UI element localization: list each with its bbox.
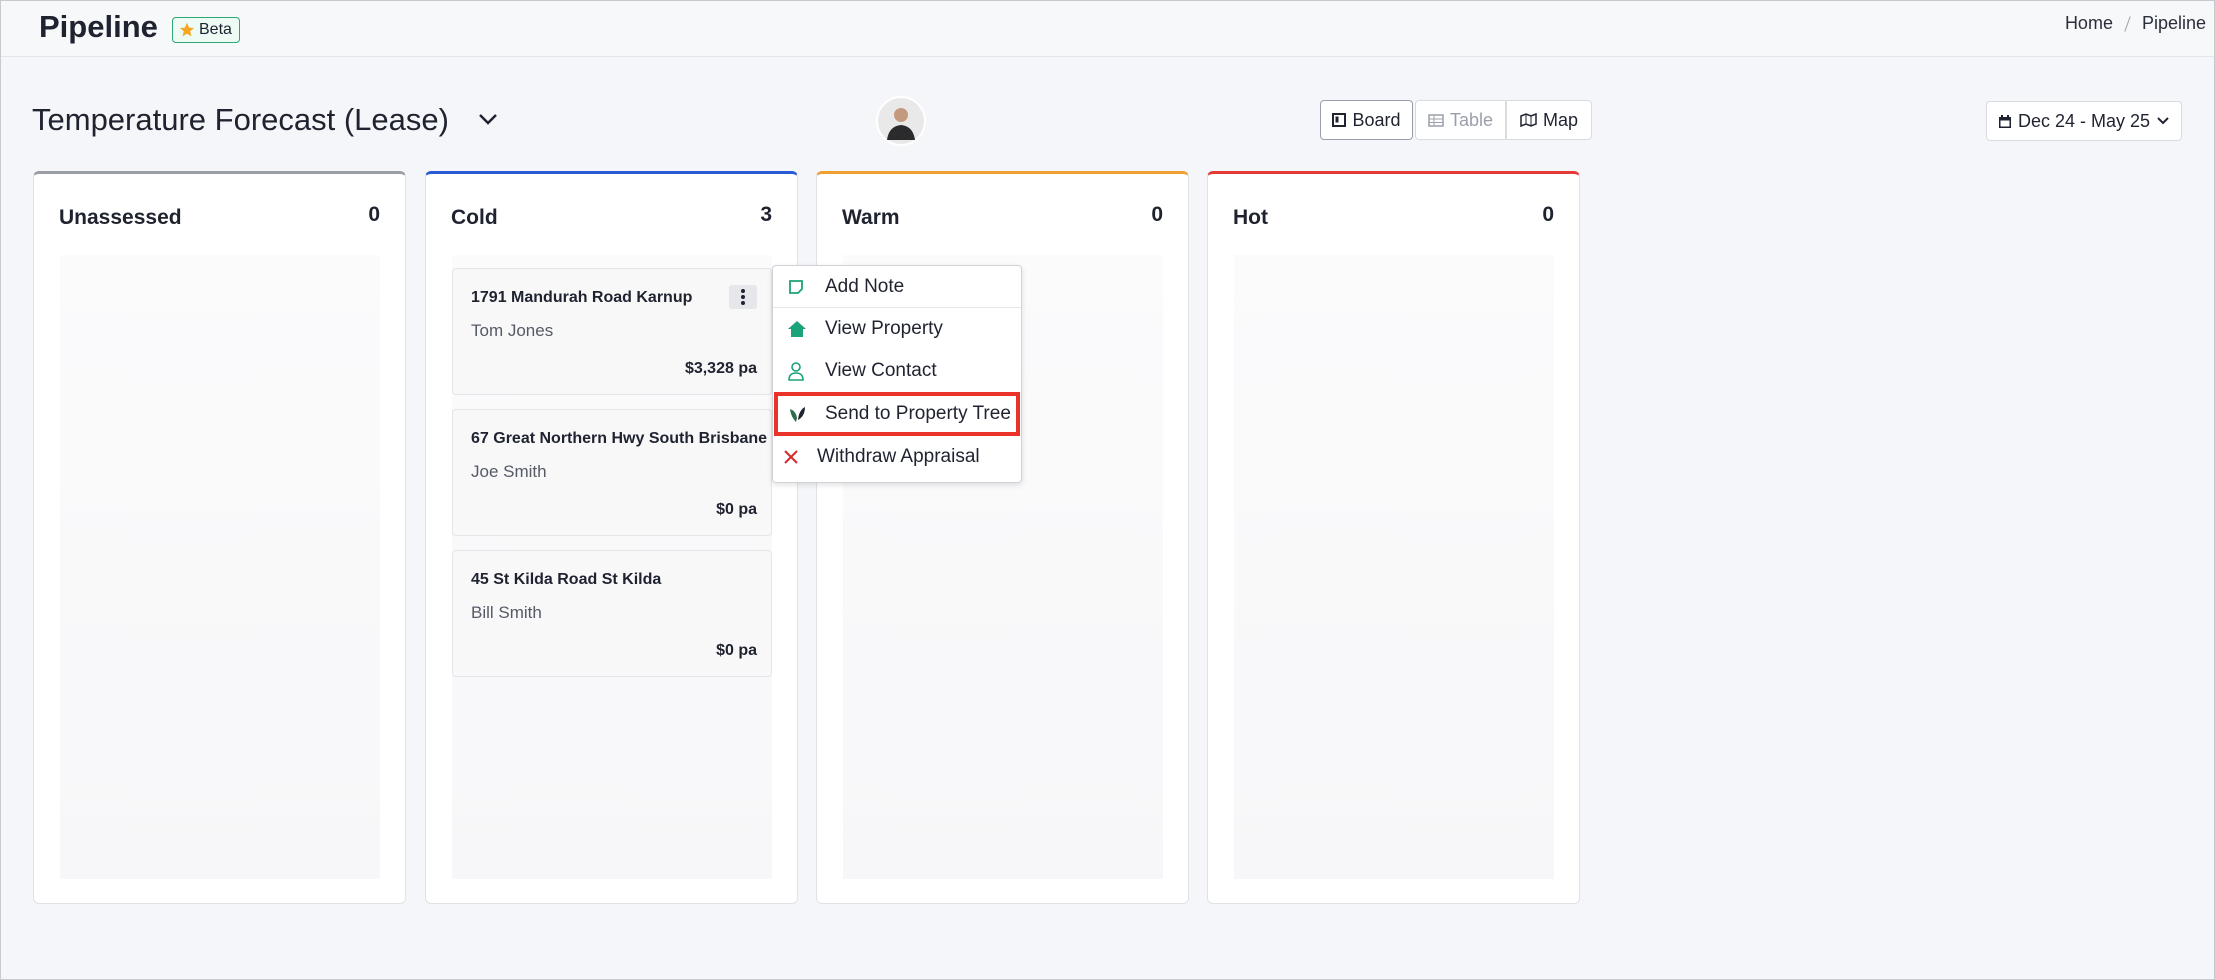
view-label: Table <box>1449 109 1494 130</box>
menu-label: Send to Property Tree <box>825 403 1011 424</box>
column-name: Cold <box>451 206 498 229</box>
card-contact: Joe Smith <box>471 462 547 481</box>
date-range: Dec 24 - May 25 <box>2017 110 2151 131</box>
card-amount: $0 pa <box>716 642 757 659</box>
card-menu-button[interactable] <box>729 285 757 309</box>
deal-card[interactable]: 45 St Kilda Road St Kilda Bill Smith $0 pa <box>452 550 772 677</box>
withdraw-icon <box>784 450 798 464</box>
calendar-icon <box>1998 114 2011 128</box>
menu-label: Add Note <box>825 275 905 297</box>
view-label: Board <box>1352 109 1401 130</box>
pipeline-column: Unassessed 0 <box>33 171 406 904</box>
contact-icon <box>788 362 804 381</box>
breadcrumb-separator <box>2124 15 2131 32</box>
menu-label: View Contact <box>825 360 937 381</box>
card-contact: Bill Smith <box>471 603 542 622</box>
card-address: 45 St Kilda Road St Kilda <box>471 571 662 588</box>
badge-text: Beta <box>199 21 232 38</box>
date-range-button[interactable]: Dec 24 - May 25 <box>1986 101 2182 141</box>
column-count: 0 <box>1542 203 1554 226</box>
pipeline-column: Hot 0 <box>1207 171 1580 904</box>
user-avatar[interactable] <box>876 96 926 146</box>
kebab-icon <box>741 289 745 305</box>
menu-item[interactable]: View Contact <box>773 350 1021 392</box>
header: Pipeline Beta Home Pipeline <box>1 1 2214 57</box>
star-icon <box>179 22 195 37</box>
menu-label: View Property <box>825 318 943 339</box>
card-amount: $0 pa <box>716 501 757 518</box>
column-name: Unassessed <box>59 206 182 229</box>
column-name: Warm <box>842 206 900 229</box>
deal-card[interactable]: 1791 Mandurah Road Karnup Tom Jones $3,328… <box>452 268 772 395</box>
card-menu: Add Note View Property View Contact Send… <box>772 265 1022 483</box>
date-chevron <box>2157 117 2169 125</box>
column-count: 0 <box>1151 203 1163 226</box>
view-label: Map <box>1542 109 1578 130</box>
column-count: 3 <box>760 203 772 226</box>
menu-item[interactable]: Withdraw Appraisal <box>773 436 1021 478</box>
menu-item-highlighted[interactable]: Send to Property Tree <box>774 392 1020 436</box>
card-contact: Tom Jones <box>471 321 554 340</box>
view-button[interactable]: Board <box>1320 100 1413 140</box>
breadcrumb-current: Pipeline <box>2141 13 2206 33</box>
page-title: Pipeline <box>39 9 158 44</box>
board-title[interactable]: Temperature Forecast (Lease) <box>32 102 449 137</box>
card-address: 1791 Mandurah Road Karnup <box>471 289 693 306</box>
view-button[interactable]: Map <box>1506 100 1592 140</box>
deal-card[interactable]: 67 Great Northern Hwy South Brisbane Joe … <box>452 409 772 536</box>
pipeline-column: Cold 3 1791 Mandurah Road Karnup Tom Jones $… <box>425 171 798 904</box>
breadcrumb-link[interactable]: Home <box>2064 13 2113 33</box>
board-icon <box>1332 113 1347 127</box>
menu-item[interactable]: View Property <box>773 308 1021 350</box>
view-button[interactable]: Table <box>1415 100 1506 140</box>
menu-label: Withdraw Appraisal <box>817 446 980 467</box>
card-address: 67 Great Northern Hwy South Brisbane <box>471 430 768 447</box>
column-list: 1791 Mandurah Road Karnup Tom Jones $3,328… <box>452 255 772 879</box>
column-list <box>60 255 380 879</box>
home-icon <box>788 321 806 337</box>
map-icon <box>1520 113 1537 127</box>
note-icon <box>789 279 803 294</box>
board-chevron[interactable] <box>478 112 498 126</box>
breadcrumb: Home Pipeline <box>2065 13 2206 34</box>
beta-badge: Beta <box>172 17 240 43</box>
menu-item[interactable]: Add Note <box>773 266 1021 308</box>
card-amount: $3,328 pa <box>684 360 757 377</box>
column-list <box>1234 255 1554 879</box>
column-count: 0 <box>368 203 380 226</box>
property-tree-icon <box>790 407 805 422</box>
table-icon <box>1428 113 1444 127</box>
column-name: Hot <box>1233 206 1268 229</box>
